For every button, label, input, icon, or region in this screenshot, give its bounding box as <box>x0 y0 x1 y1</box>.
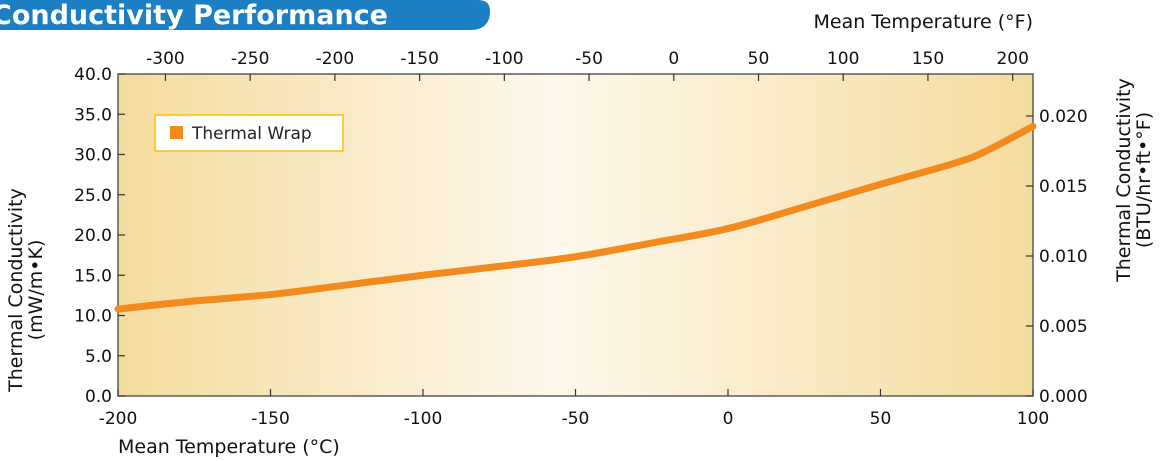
top-tick-label: 50 <box>748 49 770 69</box>
right-tick-label: 0.010 <box>1039 247 1088 267</box>
title-banner: Conductivity Performance <box>0 0 490 31</box>
left-tick-label: 5.0 <box>85 347 112 367</box>
right-y-axis: 0.000 0.005 0.010 0.015 0.020 <box>1026 107 1088 407</box>
top-tick-label: -250 <box>231 49 270 69</box>
left-tick-label: 40.0 <box>74 65 112 85</box>
bottom-tick-label: -150 <box>251 409 290 429</box>
left-y-axis: 0.0 5.0 10.0 15.0 20.0 25.0 30.0 35.0 40.0 <box>74 65 125 407</box>
right-tick-label: 0.005 <box>1039 317 1088 337</box>
right-tick-label: 0.015 <box>1039 177 1088 197</box>
bottom-tick-label: -200 <box>99 409 138 429</box>
left-tick-label: 20.0 <box>74 226 112 246</box>
top-x-axis: -300 -250 -200 -150 -100 -50 0 50 100 150 200 <box>146 49 1029 81</box>
bottom-tick-label: -100 <box>404 409 443 429</box>
left-tick-label: 25.0 <box>74 186 112 206</box>
right-axis-title-line1: Thermal Conductivity <box>1113 78 1135 283</box>
bottom-tick-label: -50 <box>562 409 590 429</box>
left-tick-label: 35.0 <box>74 105 112 125</box>
legend-label-thermal-wrap: Thermal Wrap <box>191 124 312 144</box>
top-axis-title: Mean Temperature (°F) <box>814 11 1033 33</box>
left-axis-title: Thermal Conductivity (mW/m•K) <box>5 188 47 393</box>
title-tab-shape <box>0 0 490 30</box>
top-tick-label: 0 <box>668 49 679 69</box>
top-tick-label: 150 <box>912 49 944 69</box>
top-tick-label: 100 <box>827 49 859 69</box>
bottom-tick-label: 100 <box>1017 409 1049 429</box>
top-tick-label: -300 <box>146 49 185 69</box>
left-axis-title-line1: Thermal Conductivity <box>5 188 27 393</box>
top-tick-label: -150 <box>400 49 439 69</box>
left-tick-label: 0.0 <box>85 387 112 407</box>
legend: Thermal Wrap <box>154 114 344 152</box>
bottom-tick-label: 0 <box>723 409 734 429</box>
top-tick-label: -200 <box>316 49 355 69</box>
left-tick-label: 30.0 <box>74 146 112 166</box>
left-tick-label: 15.0 <box>74 266 112 286</box>
legend-swatch-thermal-wrap <box>170 126 183 139</box>
top-tick-label: -100 <box>485 49 524 69</box>
right-tick-label: 0.020 <box>1039 107 1088 127</box>
right-tick-label: 0.000 <box>1039 387 1088 407</box>
top-tick-label: -50 <box>575 49 603 69</box>
left-tick-label: 10.0 <box>74 307 112 327</box>
top-tick-label: 200 <box>996 49 1028 69</box>
page-title: Conductivity Performance <box>0 0 388 31</box>
bottom-axis-title: Mean Temperature (°C) <box>118 436 340 458</box>
series-layer <box>114 122 1037 313</box>
right-axis-title-line2: (BTU/hr•ft•°F) <box>1133 112 1155 248</box>
left-axis-title-line2: (mW/m•K) <box>25 240 47 341</box>
legend-box <box>154 114 344 152</box>
bottom-x-axis: -200 -150 -100 -50 0 50 100 <box>99 389 1049 429</box>
right-axis-title: Thermal Conductivity (BTU/hr•ft•°F) <box>1113 78 1155 283</box>
series-line-thermal-wrap <box>114 122 1037 313</box>
bottom-tick-label: 50 <box>870 409 892 429</box>
